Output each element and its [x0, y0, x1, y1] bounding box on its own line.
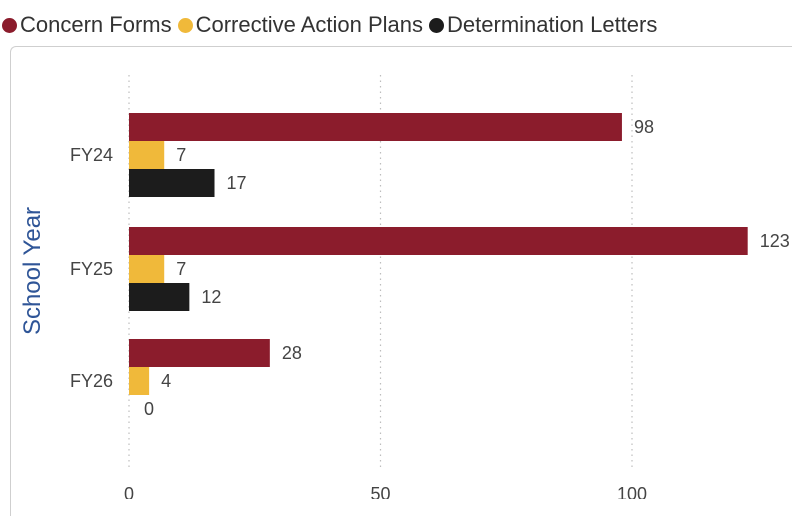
- data-label: 12: [201, 287, 221, 307]
- bar: [129, 283, 190, 311]
- data-label: 98: [634, 117, 654, 137]
- legend-marker-concern-forms: [2, 17, 17, 33]
- data-label: 7: [176, 259, 186, 279]
- y-category-label: FY25: [70, 259, 113, 279]
- data-label: 17: [227, 173, 247, 193]
- legend-marker-corrective-action-plans: [177, 17, 193, 33]
- data-label: 123: [760, 231, 790, 251]
- legend-marker-determination-letters: [429, 17, 445, 33]
- y-category-label: FY24: [70, 145, 113, 165]
- bar: [129, 367, 150, 395]
- bar: [129, 255, 165, 283]
- x-tick-label: 0: [124, 484, 134, 499]
- chart-panel: [10, 46, 792, 516]
- bar: [129, 169, 215, 197]
- data-label: 7: [176, 145, 186, 165]
- legend-label: Concern Forms: [20, 12, 172, 37]
- y-category-label: FY26: [70, 371, 113, 391]
- data-label: 4: [161, 371, 171, 391]
- legend-item-concern-forms[interactable]: Concern Forms: [2, 12, 172, 38]
- legend-label: Corrective Action Plans: [195, 12, 424, 37]
- legend-label: Determination Letters: [447, 12, 658, 37]
- bar: [129, 339, 270, 367]
- bar: [129, 113, 622, 141]
- x-tick-label: 50: [370, 484, 390, 499]
- bar: [129, 227, 748, 255]
- x-tick-label: 100: [617, 484, 647, 499]
- chart-legend: Concern Forms Corrective Action Plans De…: [2, 10, 663, 40]
- data-label: 0: [144, 399, 154, 419]
- data-label: 28: [282, 343, 302, 363]
- bar: [129, 141, 165, 169]
- legend-item-corrective-action-plans[interactable]: Corrective Action Plans: [177, 12, 424, 38]
- legend-item-determination-letters[interactable]: Determination Letters: [429, 12, 657, 38]
